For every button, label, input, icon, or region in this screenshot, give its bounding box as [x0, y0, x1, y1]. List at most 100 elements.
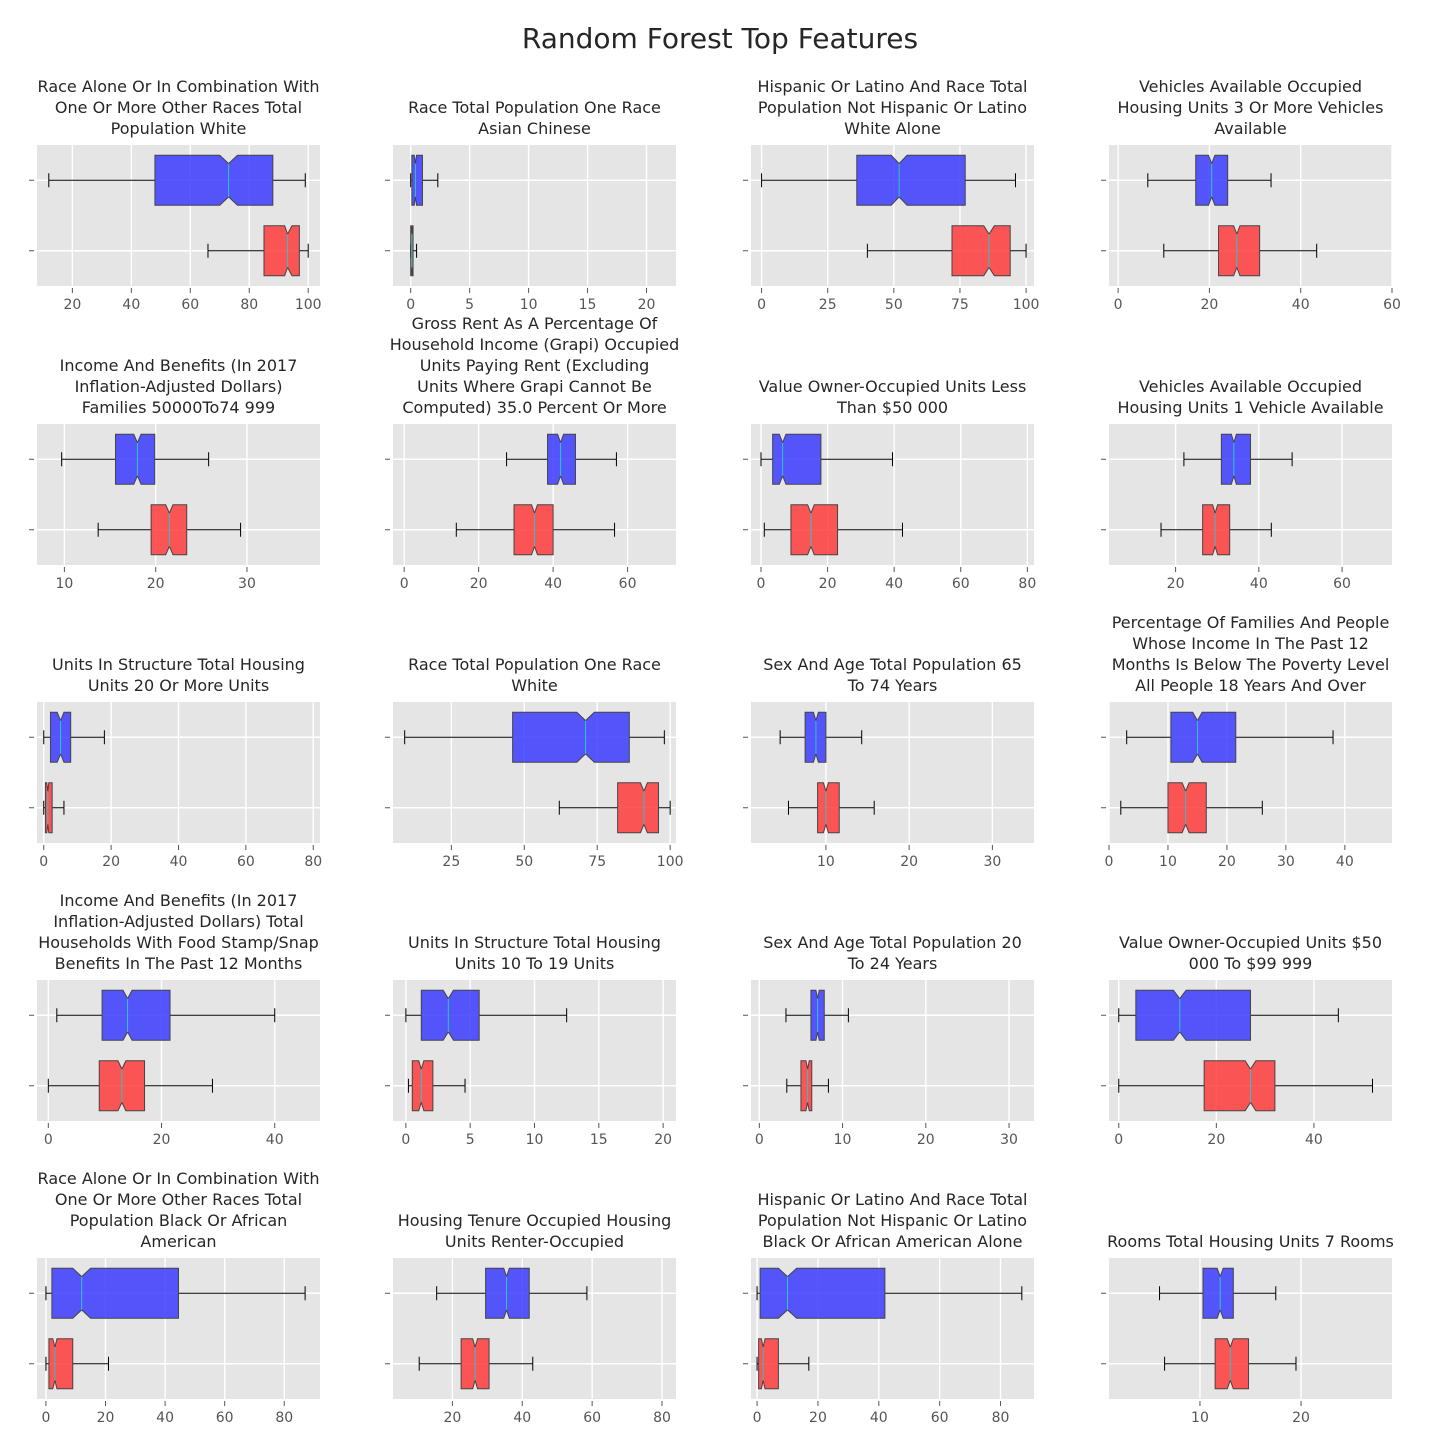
plot-area	[751, 702, 1034, 843]
panel-6: 0 20 40 60 Gross Rent As A Percentage Of Hous…	[385, 314, 679, 592]
panel-title: Sex And Age Total Population 20 To 24 Yea…	[763, 933, 1022, 973]
notched-box	[951, 225, 1011, 277]
box-bottom	[1120, 782, 1263, 834]
panel-11: 10 20 30 Sex And Age Total Population 65 To …	[743, 655, 1034, 870]
x-tick-label: 0	[1105, 854, 1114, 870]
box-bottom	[1118, 1060, 1373, 1112]
notched-box	[856, 154, 966, 206]
box-top	[61, 433, 210, 485]
x-tick-label: 80	[1018, 576, 1036, 592]
x-tick-label: 40	[544, 576, 562, 592]
x-tick-label: 15	[590, 1132, 608, 1148]
box-top	[56, 989, 276, 1041]
box-top	[43, 711, 105, 763]
box-bottom	[1164, 1338, 1297, 1390]
box-top	[506, 433, 617, 485]
notched-box	[48, 1338, 74, 1390]
panel-title: Sex And Age Total Population 65 To 74 Yea…	[763, 655, 1022, 695]
x-tick-label: 80	[653, 1410, 671, 1426]
plot-area	[1109, 702, 1392, 843]
x-tick-label: 20	[1292, 1410, 1310, 1426]
panel-title: Gross Rent As A Percentage Of Household I…	[390, 314, 680, 417]
box-top	[48, 154, 306, 206]
x-tick-label: 40	[885, 576, 903, 592]
notched-box	[758, 1338, 779, 1390]
notched-box	[263, 225, 300, 277]
panel-8: 20 40 60 Vehicles Available Occupied Housing…	[1101, 377, 1392, 592]
figure-title: Random Forest Top Features	[521, 22, 919, 55]
box-top	[1159, 1267, 1277, 1319]
box-bottom	[763, 504, 903, 556]
x-tick-label: 20	[1201, 297, 1219, 313]
x-tick-label: 80	[992, 1410, 1010, 1426]
x-tick-label: 20	[1167, 576, 1185, 592]
panel-2: 0 5 10 15 20 Race Total Population One Race As…	[385, 98, 676, 313]
x-tick-label: 0	[406, 297, 415, 313]
x-tick-label: 10	[1191, 1410, 1209, 1426]
x-tick-label: 0	[401, 1132, 410, 1148]
panel-17: 0 20 40 60 80 Race Alone Or In Combination Wi…	[29, 1169, 320, 1426]
notched-box	[115, 433, 156, 485]
panel-14: 0 5 10 15 20 Units In Structure Total Housing…	[385, 933, 676, 1148]
x-tick-label: 10	[520, 297, 538, 313]
x-tick-label: 40	[1250, 576, 1268, 592]
panel-title: Income And Benefits (In 2017 Inflation-Ad…	[38, 891, 319, 973]
x-tick-label: 20	[917, 1132, 935, 1148]
x-tick-label: 40	[266, 1132, 284, 1148]
box-bottom	[418, 1338, 534, 1390]
notched-box	[1218, 225, 1261, 277]
x-tick-label: 0	[757, 297, 766, 313]
box-bottom	[558, 782, 671, 834]
notched-box	[512, 711, 630, 763]
x-tick-label: 20	[153, 1132, 171, 1148]
x-tick-label: 5	[465, 297, 474, 313]
notched-box	[411, 1060, 434, 1112]
x-tick-label: 40	[1336, 854, 1354, 870]
panel-title: Hispanic Or Latino And Race Total Populat…	[758, 1190, 1028, 1251]
notched-box	[1135, 989, 1251, 1041]
box-bottom	[407, 1060, 466, 1112]
x-tick-label: 60	[931, 1410, 949, 1426]
panel-19: 0 20 40 60 80 Hispanic Or Latino And Race Tot…	[743, 1190, 1034, 1426]
panel-20: 10 20 Rooms Total Housing Units 7 Rooms	[1101, 1232, 1394, 1426]
x-tick-label: 20	[97, 1410, 115, 1426]
x-tick-label: 25	[819, 297, 837, 313]
panel-title: Units In Structure Total Housing Units 10…	[408, 933, 661, 973]
panel-7: 0 20 40 60 80 Value Owner-Occupied Units Less…	[743, 377, 1036, 592]
x-tick-label: 60	[237, 854, 255, 870]
x-tick-label: 20	[63, 297, 81, 313]
x-tick-label: 30	[238, 576, 256, 592]
panel-title: Race Alone Or In Combination With One Or …	[38, 77, 320, 138]
plot-area	[37, 980, 320, 1121]
panel-title: Percentage Of Families And People Whose I…	[1112, 613, 1390, 695]
x-tick-label: 100	[295, 297, 322, 313]
box-bottom	[1163, 225, 1318, 277]
x-tick-label: 40	[156, 1410, 174, 1426]
x-tick-label: 0	[1114, 297, 1123, 313]
x-tick-label: 40	[1305, 1132, 1323, 1148]
box-top	[779, 711, 863, 763]
notched-box	[1202, 504, 1231, 556]
x-tick-label: 15	[579, 297, 597, 313]
plot-area	[393, 1258, 676, 1399]
x-tick-label: 20	[819, 576, 837, 592]
panel-1: 20 40 60 80 100 Race Alone Or In Combination …	[29, 77, 322, 313]
plot-area	[393, 145, 676, 286]
panel-9: 0 20 40 60 80 Units In Structure Total Housin…	[29, 655, 322, 870]
notched-box	[485, 1267, 530, 1319]
x-tick-label: 10	[526, 1132, 544, 1148]
x-tick-label: 20	[1207, 1132, 1225, 1148]
x-tick-label: 60	[216, 1410, 234, 1426]
x-tick-label: 0	[41, 1410, 50, 1426]
box-bottom	[866, 225, 1027, 277]
notched-box	[1202, 1267, 1234, 1319]
panel-title: Vehicles Available Occupied Housing Units…	[1117, 377, 1383, 417]
x-tick-label: 10	[834, 1132, 852, 1148]
x-tick-label: 60	[619, 576, 637, 592]
box-bottom	[756, 1338, 810, 1390]
box-top	[756, 1267, 1023, 1319]
box-bottom	[97, 504, 242, 556]
notched-box	[1220, 433, 1251, 485]
panel-title: Value Owner-Occupied Units Less Than $50 …	[759, 377, 1027, 417]
